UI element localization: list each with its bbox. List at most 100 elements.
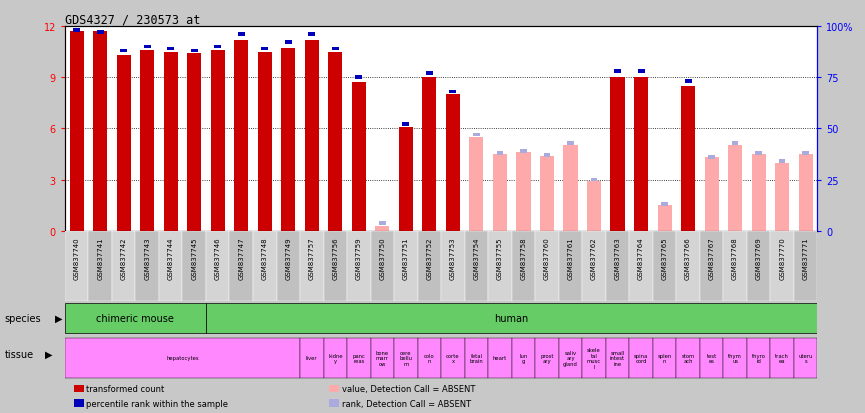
Bar bbox=[97, 31, 104, 35]
Bar bbox=[163, 52, 178, 231]
Text: GSM837762: GSM837762 bbox=[591, 237, 597, 280]
Text: GSM837745: GSM837745 bbox=[191, 237, 197, 279]
Bar bbox=[535, 339, 559, 377]
Text: percentile rank within the sample: percentile rank within the sample bbox=[86, 399, 228, 408]
Text: hepatocytes: hepatocytes bbox=[166, 356, 199, 361]
Bar bbox=[465, 339, 488, 377]
Bar bbox=[308, 33, 316, 37]
Bar bbox=[681, 86, 695, 231]
Text: liver: liver bbox=[306, 356, 317, 361]
Bar bbox=[300, 339, 324, 377]
Text: fetal
brain: fetal brain bbox=[470, 353, 484, 363]
Bar bbox=[794, 339, 817, 377]
Text: GSM837746: GSM837746 bbox=[215, 237, 221, 280]
Bar bbox=[445, 95, 460, 231]
Bar bbox=[470, 138, 484, 231]
Text: GSM837743: GSM837743 bbox=[144, 237, 151, 280]
Text: GSM837764: GSM837764 bbox=[638, 237, 644, 280]
Bar bbox=[611, 78, 625, 231]
Bar bbox=[559, 339, 582, 377]
Bar bbox=[206, 231, 229, 301]
Bar bbox=[234, 40, 248, 231]
Bar bbox=[803, 152, 809, 155]
Bar bbox=[229, 231, 253, 301]
Bar bbox=[93, 32, 107, 231]
Bar bbox=[775, 163, 789, 231]
Bar bbox=[516, 153, 530, 231]
Text: GSM837767: GSM837767 bbox=[708, 237, 714, 280]
Text: GSM837754: GSM837754 bbox=[473, 237, 479, 279]
Bar bbox=[277, 231, 300, 301]
Text: GSM837761: GSM837761 bbox=[567, 237, 573, 280]
Bar bbox=[159, 231, 183, 301]
Bar bbox=[426, 72, 432, 76]
Text: GSM837770: GSM837770 bbox=[779, 237, 785, 280]
Text: colo
n: colo n bbox=[424, 353, 435, 363]
Bar bbox=[450, 90, 457, 94]
Text: thyro
id: thyro id bbox=[752, 353, 766, 363]
Text: GSM837740: GSM837740 bbox=[74, 237, 80, 280]
Text: lun
g: lun g bbox=[519, 353, 528, 363]
Bar bbox=[136, 231, 159, 301]
Bar bbox=[676, 339, 700, 377]
Text: GSM837744: GSM837744 bbox=[168, 237, 174, 279]
Bar bbox=[394, 339, 418, 377]
Text: splen
n: splen n bbox=[657, 353, 672, 363]
Text: GSM837752: GSM837752 bbox=[426, 237, 432, 279]
Bar bbox=[559, 231, 582, 301]
Bar bbox=[324, 231, 347, 301]
Bar bbox=[700, 339, 723, 377]
Bar bbox=[441, 231, 465, 301]
Text: thym
us: thym us bbox=[728, 353, 742, 363]
Text: species: species bbox=[4, 313, 41, 323]
Bar bbox=[394, 231, 418, 301]
Text: chimeric mouse: chimeric mouse bbox=[97, 313, 175, 323]
Bar bbox=[206, 303, 817, 333]
Text: GSM837750: GSM837750 bbox=[380, 237, 385, 280]
Text: GSM837748: GSM837748 bbox=[262, 237, 268, 280]
Bar bbox=[700, 231, 723, 301]
Text: GSM837747: GSM837747 bbox=[238, 237, 244, 280]
Text: GSM837756: GSM837756 bbox=[332, 237, 338, 280]
Bar bbox=[497, 152, 503, 155]
Text: small
intest
ine: small intest ine bbox=[610, 350, 625, 366]
Bar bbox=[190, 50, 198, 53]
Bar bbox=[634, 78, 648, 231]
Bar bbox=[402, 123, 409, 127]
Text: ▶: ▶ bbox=[45, 349, 53, 359]
Bar bbox=[399, 127, 413, 231]
Text: human: human bbox=[495, 313, 529, 323]
Bar bbox=[375, 226, 389, 231]
Bar bbox=[352, 83, 366, 231]
Text: GSM837768: GSM837768 bbox=[732, 237, 738, 280]
Bar bbox=[732, 142, 739, 145]
Bar bbox=[771, 339, 794, 377]
Bar bbox=[493, 154, 507, 231]
Text: kidne
y: kidne y bbox=[328, 353, 343, 363]
Bar bbox=[676, 231, 700, 301]
Bar bbox=[771, 231, 794, 301]
Bar bbox=[746, 339, 771, 377]
Bar bbox=[488, 231, 512, 301]
Bar bbox=[347, 231, 370, 301]
Bar bbox=[215, 45, 221, 49]
Text: GSM837763: GSM837763 bbox=[614, 237, 620, 280]
Bar bbox=[567, 142, 573, 145]
Bar bbox=[379, 221, 386, 225]
Bar bbox=[708, 156, 714, 159]
Text: value, Detection Call = ABSENT: value, Detection Call = ABSENT bbox=[342, 384, 475, 393]
Text: transformed count: transformed count bbox=[86, 384, 164, 393]
Bar bbox=[300, 231, 324, 301]
Text: test
es: test es bbox=[707, 353, 717, 363]
Bar bbox=[520, 150, 527, 153]
Bar bbox=[285, 41, 292, 45]
Text: rank, Detection Call = ABSENT: rank, Detection Call = ABSENT bbox=[342, 399, 471, 408]
Text: GSM837765: GSM837765 bbox=[662, 237, 668, 280]
Bar bbox=[563, 146, 578, 231]
Bar bbox=[512, 339, 535, 377]
Bar bbox=[465, 231, 488, 301]
Text: GSM837771: GSM837771 bbox=[803, 237, 809, 280]
Bar bbox=[746, 231, 771, 301]
Bar bbox=[705, 158, 719, 231]
Bar bbox=[662, 203, 668, 206]
